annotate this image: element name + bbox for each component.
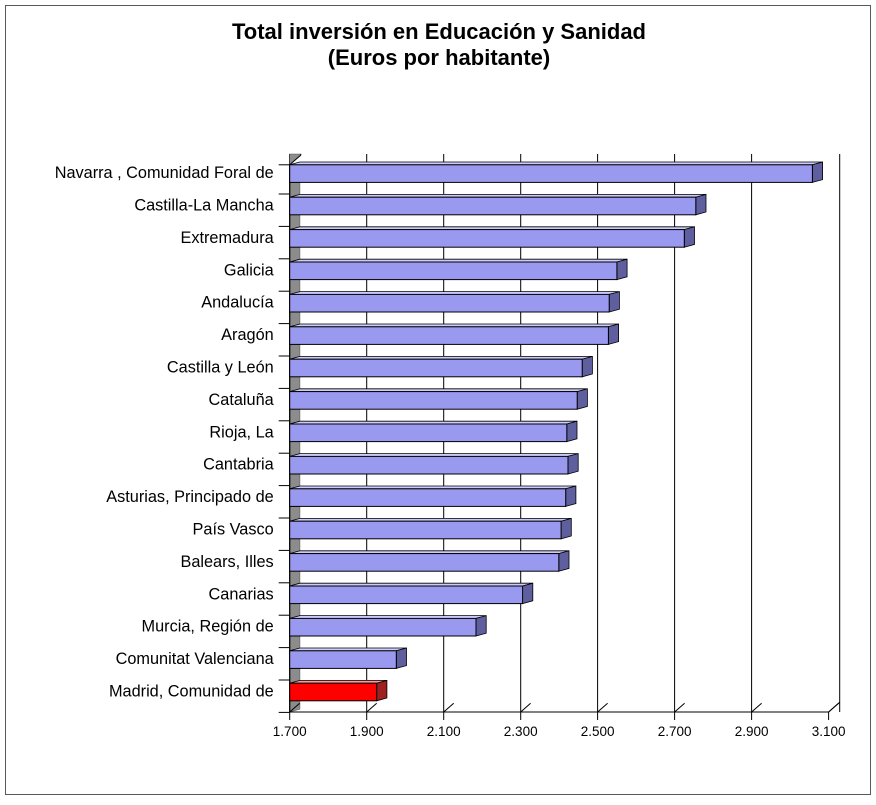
svg-text:Cantabria: Cantabria [203,456,275,474]
svg-text:Balears, Illes: Balears, Illes [180,553,273,571]
svg-text:2.500: 2.500 [581,724,615,739]
svg-text:Galicia: Galicia [224,261,275,279]
svg-text:Aragón: Aragón [221,326,274,344]
svg-text:Navarra , Comunidad Foral de: Navarra , Comunidad Foral de [55,164,274,182]
svg-text:Castilla-La Mancha: Castilla-La Mancha [134,197,274,215]
svg-text:Asturias, Principado de: Asturias, Principado de [106,488,273,506]
svg-text:2.100: 2.100 [427,724,461,739]
svg-text:Extremadura: Extremadura [180,229,274,247]
svg-text:Cataluña: Cataluña [209,391,275,409]
svg-text:Murcia, Región de: Murcia, Región de [142,618,274,636]
svg-text:País Vasco: País Vasco [193,521,274,539]
svg-text:3.100: 3.100 [812,724,846,739]
svg-text:2.700: 2.700 [658,724,692,739]
svg-text:Madrid, Comunidad de: Madrid, Comunidad de [109,683,274,701]
svg-text:1.700: 1.700 [273,724,307,739]
svg-text:2.900: 2.900 [735,724,769,739]
svg-text:Comunitat Valenciana: Comunitat Valenciana [116,650,275,668]
svg-text:1.900: 1.900 [350,724,384,739]
svg-text:Andalucía: Andalucía [201,294,274,312]
svg-text:Rioja, La: Rioja, La [209,423,274,441]
svg-text:2.300: 2.300 [504,724,538,739]
svg-text:Canarias: Canarias [209,585,274,603]
svg-text:Castilla y León: Castilla y León [167,359,274,377]
